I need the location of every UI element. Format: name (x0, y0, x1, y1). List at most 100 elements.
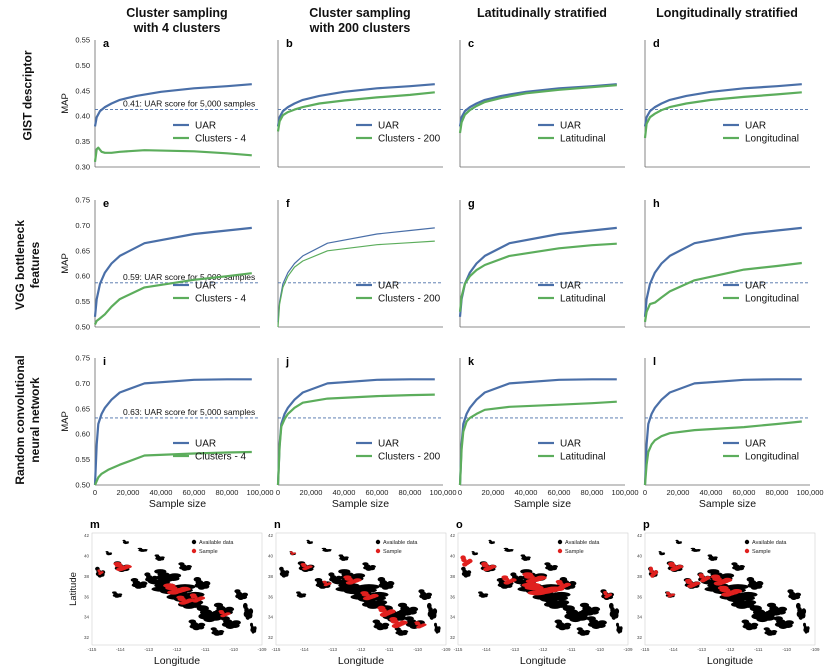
lon-tick-label: -109 (257, 647, 267, 652)
sample-blob (307, 565, 313, 568)
sample-blob (323, 581, 328, 584)
available-data-blob (157, 572, 170, 577)
available-data-blob (489, 540, 493, 543)
lon-tick-label: -115 (88, 647, 97, 652)
sample-blob (509, 578, 517, 582)
lon-tick-label: -112 (726, 647, 735, 652)
available-data-blob (801, 608, 807, 615)
sample-blob (97, 570, 101, 573)
sample-blob (399, 620, 408, 625)
lat-tick-label: 42 (84, 533, 90, 538)
available-data-blob (597, 620, 607, 625)
legend-sample-marker (191, 548, 197, 554)
x-tick-label: 80,000 (766, 488, 789, 497)
x-tick-label: 0 (93, 488, 97, 497)
available-data-blob (218, 630, 225, 634)
lon-tick-label: -110 (413, 647, 422, 652)
available-data-blob (582, 605, 592, 611)
lon-tick-label: -115 (641, 647, 650, 652)
series-line-1 (93, 450, 252, 486)
available-data-blob (771, 630, 778, 634)
available-data-blob (733, 564, 740, 568)
legend-sample-label: Sample (199, 549, 218, 555)
sample-blob (165, 585, 178, 591)
available-data-blob (109, 552, 113, 554)
available-data-blob (168, 573, 182, 578)
lon-tick-label: -113 (144, 647, 153, 652)
available-data-blob (202, 581, 211, 586)
available-data-blob (614, 608, 620, 615)
series-line-0 (93, 378, 252, 486)
legend-available-label: Available data (752, 540, 787, 546)
x-tick-label: 80,000 (581, 488, 604, 497)
available-data-blob (610, 607, 615, 614)
sample-blob (467, 558, 473, 564)
legend-label: UAR (378, 439, 399, 450)
available-data-blob (374, 622, 383, 626)
lat-tick-label: 32 (84, 635, 90, 640)
lon-tick-label: -111 (385, 647, 394, 652)
x-tick-label: 60,000 (366, 488, 389, 497)
x-tick-label: 40,000 (515, 488, 538, 497)
legend-sample-marker (375, 548, 381, 554)
sample-blob (712, 576, 722, 582)
series-line-0 (643, 378, 802, 486)
sample-blob (666, 592, 671, 596)
panel-letter: e (103, 198, 109, 210)
sample-blob (693, 581, 701, 586)
legend-label: Clusters - 200 (378, 452, 441, 463)
available-data-blob (126, 541, 130, 543)
available-data-blob (396, 629, 403, 633)
panel-letter: f (286, 198, 290, 210)
available-data-blob (732, 599, 745, 604)
x-tick-label: 100,000 (429, 488, 456, 497)
available-data-blob (483, 593, 489, 596)
legend-label: Longitudinal (745, 134, 799, 145)
available-data-blob (244, 607, 249, 614)
available-data-blob (721, 573, 735, 578)
lat-tick-label: 32 (268, 635, 274, 640)
panel-letter: l (653, 356, 656, 368)
sample-blob (699, 575, 705, 579)
lat-tick-label: 36 (637, 594, 643, 599)
lon-tick-label: -113 (697, 647, 706, 652)
panel-letter: c (468, 38, 474, 50)
available-data-blob (769, 605, 779, 611)
sample-blob (301, 564, 307, 568)
lat-tick-label: 38 (450, 574, 456, 579)
sample-blob (190, 595, 198, 599)
chart-panel-d: d UAR Longitudinal (643, 38, 810, 168)
available-data-blob (691, 548, 697, 551)
available-data-blob (744, 600, 757, 605)
available-data-blob (578, 629, 585, 633)
y-tick-label: 0.65 (75, 246, 90, 255)
available-data-blob (400, 605, 410, 611)
panel-letter: k (468, 356, 475, 368)
sample-blob (608, 593, 613, 596)
available-data-blob (713, 556, 718, 559)
available-data-blob (200, 609, 213, 616)
x-tick-label: 20,000 (300, 488, 323, 497)
available-data-blob (696, 549, 701, 551)
legend-label: Clusters - 200 (378, 134, 441, 145)
lon-tick-label: -115 (272, 647, 281, 652)
series-line-0 (458, 378, 617, 486)
legend-sample-marker (557, 548, 563, 554)
lon-tick-label: -112 (357, 647, 366, 652)
x-tick-label: 100,000 (796, 488, 823, 497)
sample-blob (421, 623, 427, 627)
x-axis-label: Sample size (149, 498, 206, 510)
available-data-blob (310, 541, 314, 543)
series-line-1 (277, 240, 435, 328)
x-tick-label: 20,000 (482, 488, 505, 497)
available-data-blob (755, 581, 764, 586)
lat-tick-label: 34 (84, 615, 90, 620)
sample-blob (378, 608, 387, 613)
sample-blob (556, 581, 564, 586)
legend-label: UAR (745, 439, 766, 450)
lat-tick-label: 32 (637, 635, 643, 640)
lon-tick-label: -113 (328, 647, 337, 652)
series-line-0 (277, 227, 435, 322)
available-data-blob (106, 552, 110, 554)
sample-blob (654, 570, 658, 575)
